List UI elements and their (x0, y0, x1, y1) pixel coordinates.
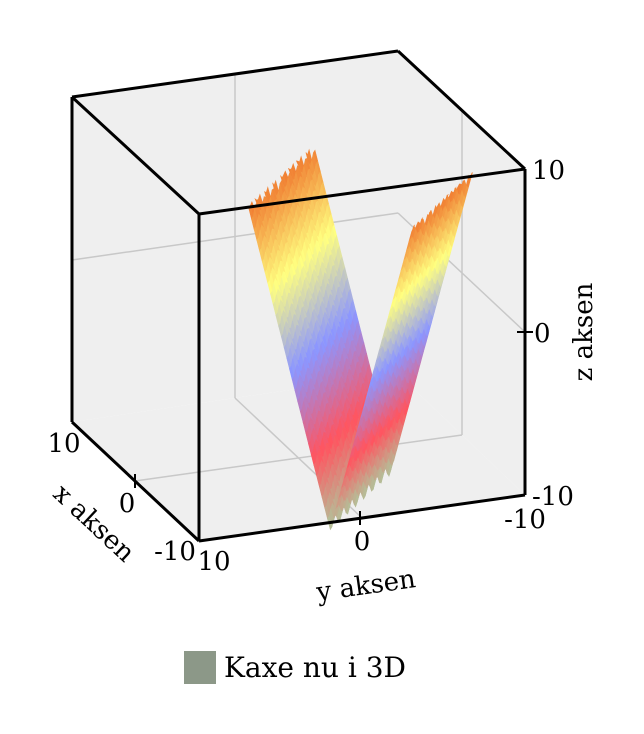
x-tick-neg10: -10 (154, 537, 196, 567)
tick-marks (134, 331, 533, 525)
surface (248, 148, 473, 531)
z-axis-label: z aksen (569, 282, 599, 381)
y-tick-10: 10 (197, 547, 230, 577)
x-tick-0: 0 (119, 489, 136, 519)
y-axis-label: y aksen (314, 564, 418, 608)
legend: Kaxe nu i 3D (184, 651, 406, 684)
x-tick-10: 10 (47, 429, 80, 459)
back-panes (72, 51, 525, 541)
legend-label: Kaxe nu i 3D (224, 651, 406, 684)
y-tick-neg10: -10 (504, 505, 546, 535)
z-tick-0: 0 (534, 319, 551, 349)
z-tick-neg10: -10 (532, 482, 574, 512)
legend-swatch (184, 651, 216, 684)
back-edges (70, 49, 527, 543)
y-tick-0: 0 (354, 527, 371, 557)
z-tick-10: 10 (532, 156, 565, 186)
